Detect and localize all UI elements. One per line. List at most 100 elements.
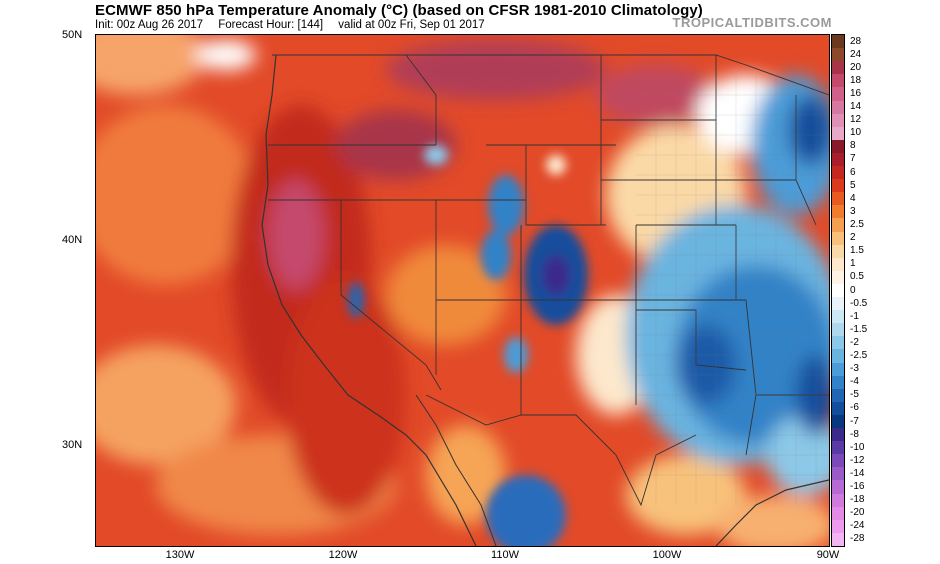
colorbar-segment: [832, 454, 844, 468]
lon-label-110w: 110W: [491, 549, 519, 561]
colorbar-label: -5: [850, 389, 859, 401]
colorbar-label: -14: [850, 467, 865, 479]
az-nm-border: [425, 300, 522, 426]
colorbar-label: 14: [850, 101, 862, 113]
magenta-north-warm: [386, 40, 606, 100]
canada-border-east: [601, 54, 829, 96]
colorbar-segment: [832, 532, 844, 547]
colorbar-label: -7: [850, 415, 859, 427]
colorbar-label: -20: [850, 507, 865, 519]
colorbar-label: -2.5: [850, 350, 868, 361]
colorbar-label: 12: [850, 114, 862, 126]
colorbar-segment: [832, 205, 844, 219]
wyoming-border: [525, 145, 606, 226]
ocean-orange-patch: [96, 105, 256, 285]
colorbar-label: 20: [850, 61, 862, 73]
texas-panhandle-border: [636, 309, 747, 371]
ca-nv-border: [340, 200, 442, 391]
init-time: Init: 00z Aug 26 2017: [95, 19, 204, 31]
colorbar-segment: [832, 323, 844, 337]
colorbar-segment: [832, 310, 844, 324]
lat-label-50n: 50N: [62, 29, 83, 41]
interior-orange: [386, 245, 506, 345]
colorbar-label: 28: [850, 35, 862, 47]
colorbar-label: 4: [850, 192, 856, 204]
colorbar-label: -1.5: [850, 323, 868, 335]
southeast-cool: [766, 415, 829, 495]
colorbar-segment: [832, 179, 844, 193]
colorbar-label: 1: [850, 258, 856, 270]
colorbar-label: -24: [850, 520, 865, 532]
colorbar-label: 16: [850, 87, 862, 99]
idaho-cool-spot: [424, 145, 448, 165]
wyoming-cold-spot: [488, 175, 524, 235]
lon-label-100w: 100W: [652, 549, 682, 561]
lon-label-120w: 120W: [328, 549, 358, 561]
colorbar-segment: [832, 74, 844, 88]
colorbar-label: -4: [850, 376, 859, 388]
colorbar-label: -2: [850, 336, 859, 348]
baja-coastline: [415, 394, 497, 546]
colorbar-segment: [832, 166, 844, 180]
colorbar-label: 8: [850, 140, 856, 152]
colorbar-segment: [832, 349, 844, 364]
colorbar-segment: [832, 480, 844, 495]
colorbar-label: 1.5: [850, 245, 864, 257]
colorbar-segment: [832, 100, 844, 115]
utah-cold-spot: [481, 230, 511, 280]
colorbar-segment: [832, 362, 844, 377]
anomaly-map-canvas: [96, 35, 829, 546]
colorbar-segment: [832, 388, 844, 403]
colorbar-label: 7: [850, 153, 856, 165]
ocean-nw-patch: [96, 35, 206, 95]
colorbar-segment: [832, 152, 844, 167]
montana-neutral-spot: [546, 155, 566, 175]
colorbar-label: 2.5: [850, 218, 864, 230]
valid-time: valid at 00z Fri, Sep 01 2017: [338, 19, 485, 31]
colorbar-segment: [832, 297, 844, 311]
colorbar-label: 3: [850, 205, 856, 217]
colorbar-label: -0.5: [850, 297, 868, 309]
lon-label-130w: 130W: [165, 549, 195, 561]
colorbar-label: 6: [850, 166, 856, 178]
colorbar-segment: [832, 87, 844, 101]
colorbar-segment: [832, 375, 844, 390]
lon-label-90w: 90W: [816, 549, 840, 561]
colorbar-label: -28: [850, 533, 865, 545]
colorbar-label: -16: [850, 481, 865, 493]
colorbar-label: 2: [850, 232, 856, 244]
map-title: ECMWF 850 hPa Temperature Anomaly (°C) (…: [95, 2, 703, 19]
colorbar-segment: [832, 218, 844, 233]
coastal-red-south: [286, 275, 406, 515]
colorbar-segment: [832, 244, 844, 259]
colorbar-label: -6: [850, 402, 859, 414]
nw-cool-spot: [196, 40, 256, 70]
colorbar-segment: [832, 61, 844, 75]
forecast-hour: Forecast Hour: [144]: [218, 19, 324, 31]
colorbar-label: 5: [850, 179, 856, 191]
great-lakes-cold: [789, 95, 829, 165]
gulf-orange: [716, 495, 829, 546]
colorbar-segment: [832, 401, 844, 416]
colorbar-segment: [832, 192, 844, 206]
colorbar-segment: [832, 270, 844, 285]
gulf-coastline: [715, 479, 829, 546]
colorbar-segment: [832, 428, 844, 442]
colorbar-segment: [832, 441, 844, 455]
map-subtitle: Init: 00z Aug 26 2017 Forecast Hour: [14…: [95, 19, 497, 31]
colorbar-label: 18: [850, 74, 862, 86]
colorbar-segment: [832, 414, 844, 429]
colorbar-label: 24: [850, 48, 862, 60]
colorbar-label: -12: [850, 454, 865, 466]
magenta-coast-warm: [268, 180, 324, 290]
colorbar-segment: [832, 231, 844, 246]
west-coastline: [261, 54, 477, 546]
colorbar-segment: [832, 35, 844, 49]
oklahoma-cold-core: [676, 325, 736, 405]
colorbar-segment: [832, 467, 844, 481]
colorbar-segment: [832, 126, 844, 141]
colorbar-segment: [832, 506, 844, 521]
colorbar-segment: [832, 257, 844, 272]
colorbar-label: -10: [850, 441, 865, 453]
colorbar-label: 10: [850, 127, 862, 139]
